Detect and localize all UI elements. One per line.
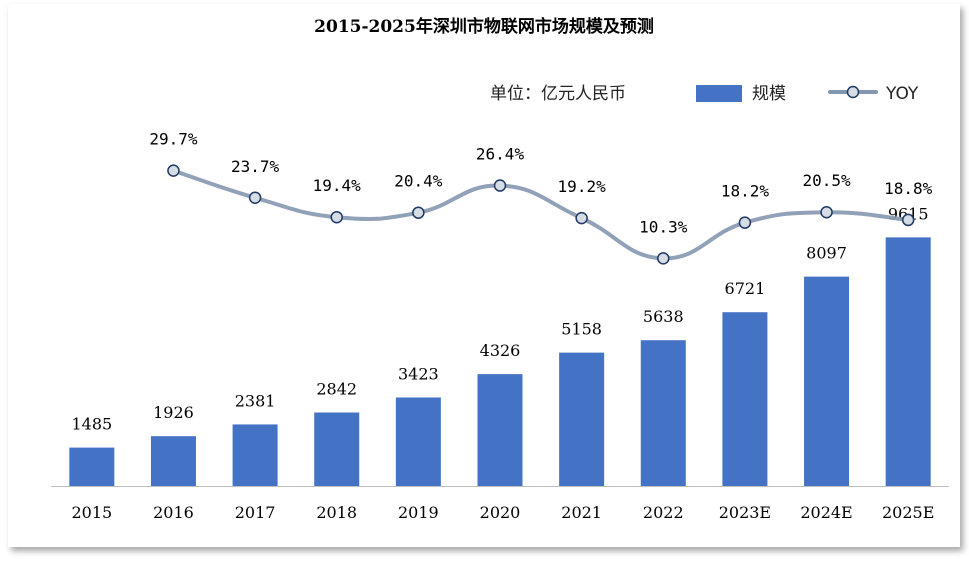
yoy-marker bbox=[330, 210, 343, 224]
unit-label: 单位：亿元人民币 bbox=[490, 84, 626, 104]
yoy-marker bbox=[738, 216, 752, 229]
chart-title: 2015-2025年深圳市物联网市场规模及预测 bbox=[314, 16, 654, 37]
chart-frame: 2015-2025年深圳市物联网市场规模及预测 单位：亿元人民币 规模 YOY … bbox=[8, 4, 960, 547]
yoy-line bbox=[171, 168, 911, 261]
bar-value-label: 2381 bbox=[235, 391, 276, 410]
yoy-marker bbox=[820, 205, 833, 219]
yoy-value-label: 29.7% bbox=[149, 130, 198, 149]
legend: 单位：亿元人民币 规模 YOY bbox=[490, 84, 919, 104]
bar-value-label: 1926 bbox=[153, 403, 194, 422]
bar bbox=[150, 436, 196, 486]
bar bbox=[477, 374, 523, 486]
x-axis-ticks: 2015 2016 2017 2018 2019 2020 2021 2022 2023E 202… bbox=[71, 503, 934, 522]
bar bbox=[395, 397, 441, 486]
bar bbox=[804, 276, 850, 486]
bar-value-labels: 1485 1926 2381 2842 3423 4326 5158 5638 6721 8097… bbox=[71, 204, 928, 433]
yoy-value-label: 18.8% bbox=[884, 179, 933, 198]
bar-value-label: 5638 bbox=[643, 307, 684, 326]
yoy-value-label: 23.7% bbox=[231, 157, 280, 176]
bar-value-label: 4326 bbox=[480, 341, 521, 360]
legend-line-marker bbox=[846, 85, 860, 99]
yoy-marker bbox=[248, 191, 262, 205]
yoy-marker bbox=[901, 213, 915, 227]
yoy-labels: 29.7% 23.7% 19.4% 20.4% 26.4% 19.2% 10.3% 18.2%… bbox=[149, 130, 932, 237]
yoy-value-label: 10.3% bbox=[639, 217, 688, 236]
bar-value-label: 8097 bbox=[806, 244, 847, 263]
yoy-marker bbox=[493, 179, 507, 192]
legend-line-label: YOY bbox=[885, 84, 919, 104]
x-tick-label: 2022 bbox=[643, 503, 684, 522]
yoy-value-label: 26.4% bbox=[476, 145, 525, 164]
yoy-series bbox=[167, 164, 915, 265]
bar bbox=[232, 424, 278, 486]
yoy-value-label: 20.4% bbox=[394, 172, 443, 191]
bar bbox=[69, 447, 115, 486]
bar bbox=[885, 237, 931, 486]
bar-value-label: 3423 bbox=[398, 364, 439, 383]
yoy-marker bbox=[412, 206, 425, 219]
yoy-marker bbox=[575, 211, 588, 225]
bar-series bbox=[69, 237, 931, 486]
x-tick-label: 2023E bbox=[719, 503, 771, 522]
bar-value-label: 5158 bbox=[561, 320, 602, 339]
yoy-value-label: 20.5% bbox=[802, 171, 851, 190]
x-tick-label: 2016 bbox=[153, 503, 194, 522]
legend-bar-label: 规模 bbox=[752, 84, 786, 104]
legend-bar-swatch bbox=[696, 85, 742, 102]
yoy-value-label: 19.2% bbox=[558, 177, 607, 196]
x-tick-label: 2021 bbox=[561, 503, 602, 522]
yoy-marker bbox=[657, 252, 670, 265]
yoy-marker bbox=[167, 164, 180, 177]
x-tick-label: 2015 bbox=[71, 503, 112, 522]
x-tick-label: 2024E bbox=[800, 503, 852, 522]
chart: 2015-2025年深圳市物联网市场规模及预测 单位：亿元人民币 规模 YOY … bbox=[51, 16, 949, 522]
x-tick-label: 2020 bbox=[480, 503, 521, 522]
bar bbox=[722, 312, 768, 486]
bar-value-label: 1485 bbox=[71, 415, 112, 434]
yoy-value-label: 18.2% bbox=[721, 182, 770, 201]
bar-value-label: 6721 bbox=[725, 279, 766, 298]
x-tick-label: 2018 bbox=[316, 503, 357, 522]
x-tick-label: 2025E bbox=[882, 503, 934, 522]
bar bbox=[559, 352, 605, 486]
x-tick-label: 2017 bbox=[235, 503, 276, 522]
bar bbox=[640, 340, 686, 486]
yoy-value-label: 19.4% bbox=[313, 176, 362, 195]
bar-value-label: 2842 bbox=[316, 380, 357, 399]
x-tick-label: 2019 bbox=[398, 503, 439, 522]
bar bbox=[314, 412, 360, 486]
